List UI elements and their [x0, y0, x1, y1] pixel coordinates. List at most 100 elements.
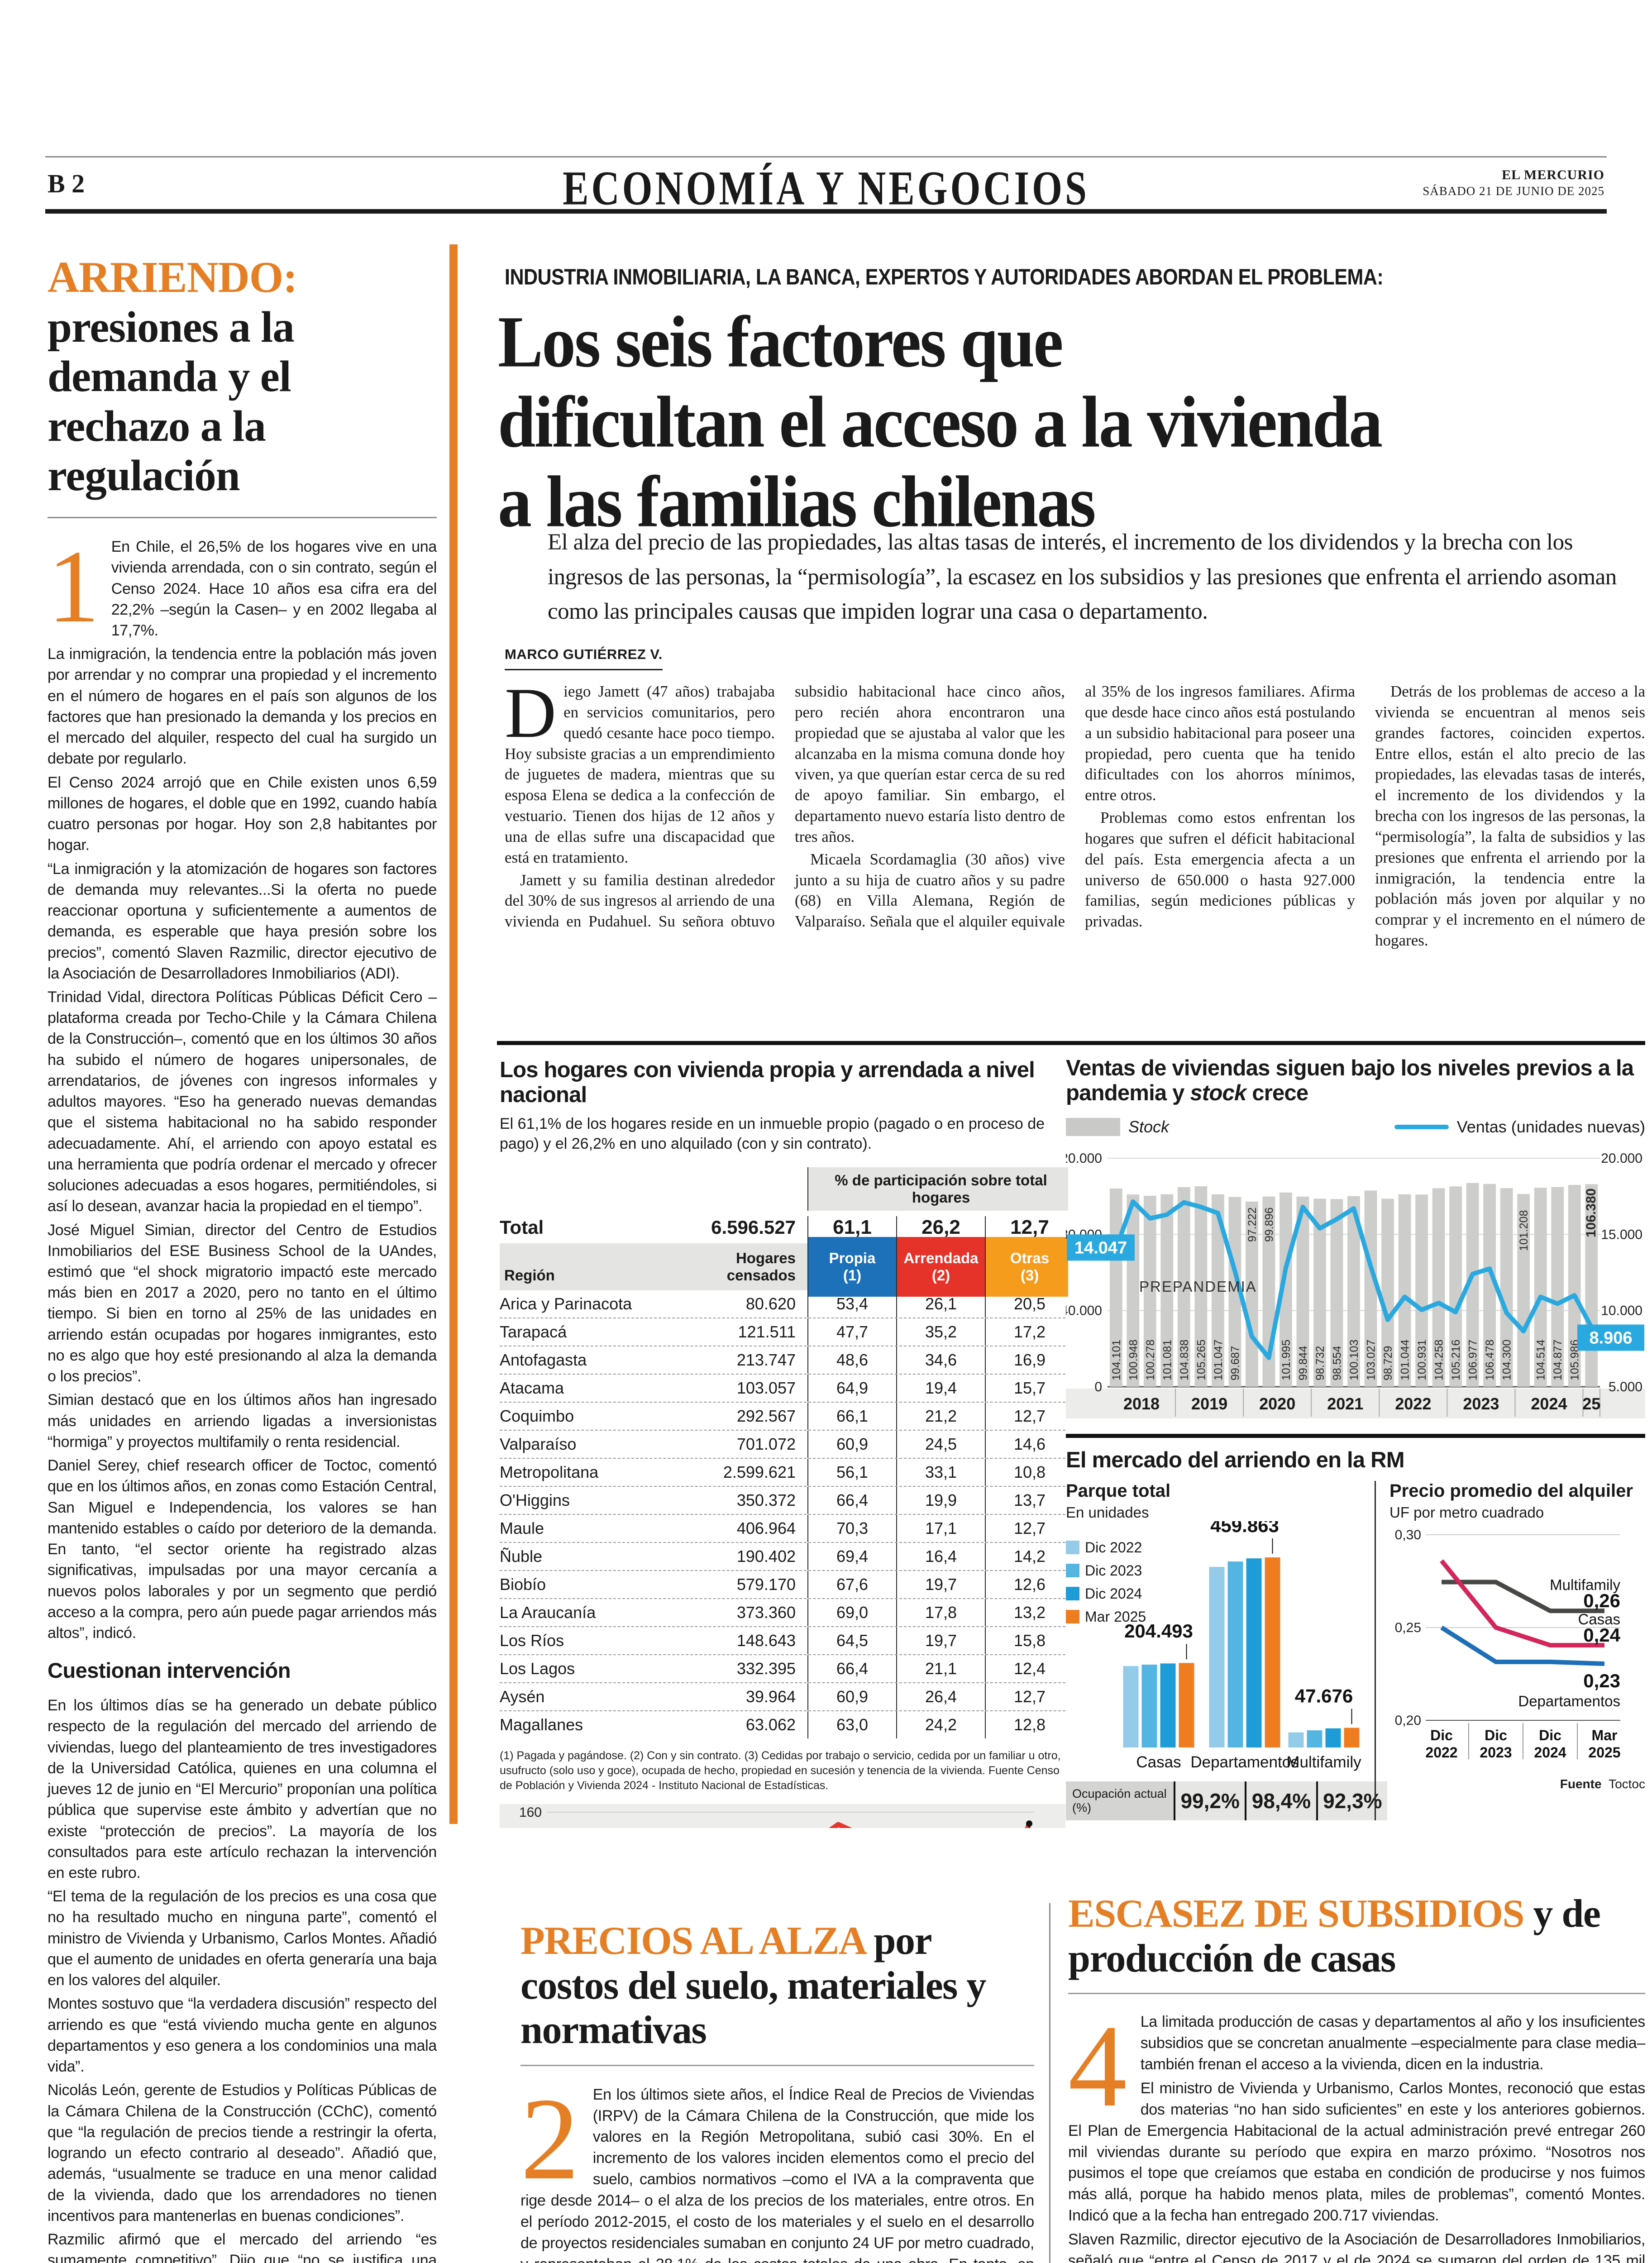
table-column-headers: Región Hogares censados Propia (1) Arrendada… — [500, 1237, 1068, 1297]
paragraph: Diego Jamett (47 años) trabajaba en serv… — [505, 673, 775, 866]
svg-text:2023: 2023 — [1480, 1744, 1512, 1761]
svg-text:0,20: 0,20 — [1395, 1713, 1421, 1728]
svg-text:20.000: 20.000 — [1601, 1151, 1642, 1166]
section4-paragraphs: La limitada producción de casas y depart… — [1068, 2011, 1645, 2263]
left-article: ARRIENDO: presiones a la demanda y el re… — [48, 253, 437, 2263]
table-row: O'Higgins 350.372 66,4 19,9 13,7 — [500, 1487, 1065, 1515]
table-row: Arica y Parinacota 80.620 53,4 26,1 20,5 — [500, 1290, 1065, 1318]
svg-text:101.995: 101.995 — [1280, 1339, 1293, 1380]
arriendo-rm-box: El mercado del arriendo en la RM Parque … — [1066, 1434, 1645, 1828]
svg-text:0: 0 — [1094, 1380, 1102, 1394]
svg-text:100.931: 100.931 — [1416, 1339, 1428, 1380]
headline-line-1: Los seis factores que — [498, 301, 1064, 383]
table-row: La Araucanía 373.360 69,0 17,8 13,2 — [500, 1599, 1065, 1627]
svg-text:Dic: Dic — [1485, 1727, 1507, 1743]
svg-text:40.000: 40.000 — [1066, 1303, 1102, 1318]
paragraph: En los últimos días se ha generado un de… — [48, 1697, 437, 1882]
table-row: Magallanes 63.062 63,0 24,2 12,8 — [500, 1711, 1065, 1738]
svg-text:14.047: 14.047 — [1074, 1238, 1127, 1257]
svg-text:98.729: 98.729 — [1382, 1346, 1394, 1380]
svg-text:Mar: Mar — [1592, 1727, 1618, 1743]
parque-subtitle: Parque total — [1066, 1480, 1171, 1501]
masthead-top-rule — [45, 156, 1607, 158]
svg-text:98.554: 98.554 — [1331, 1346, 1343, 1380]
svg-text:2019: 2019 — [1191, 1394, 1227, 1413]
precio-panel: Precio promedio del alquiler UF por metr… — [1375, 1480, 1645, 1820]
stock-legend-item: Stock — [1066, 1117, 1169, 1136]
left-article-title: ARRIENDO: presiones a la demanda y el re… — [48, 253, 297, 500]
svg-text:120.000: 120.000 — [1066, 1151, 1102, 1166]
orange-divider-bar — [449, 244, 458, 1824]
section4-title-highlight: ESCASEZ DE SUBSIDIOS — [1068, 1892, 1524, 1936]
paragraph: Jamett y su familia destinan alrededor d… — [505, 683, 1065, 931]
parque-total-panel: Parque total En unidades Dic 2022 Dic 202… — [1066, 1481, 1387, 1820]
table-group-header: % de participación sobre total hogares — [500, 1167, 1068, 1211]
precio-chart: 0,20 0,25 0,30 Multifamily 0,26 Casas 0,24 0,23… — [1389, 1521, 1645, 1777]
table-row: Tarapacá 121.511 47,7 35,2 17,2 — [500, 1318, 1065, 1346]
svg-text:Multifamily: Multifamily — [1550, 1576, 1620, 1593]
paragraph: Micaela Scordamaglia (30 años) vive junt… — [795, 683, 1355, 931]
tenure-infographic-box: Los hogares con vivienda propia y arrend… — [497, 1041, 1068, 1828]
tenure-table-footnote: (1) Pagada y pagándose. (2) Con y sin co… — [500, 1749, 1061, 1792]
svg-text:99.844: 99.844 — [1297, 1346, 1309, 1380]
svg-text:2021: 2021 — [1327, 1394, 1363, 1413]
svg-text:104.514: 104.514 — [1535, 1339, 1547, 1380]
irpv-chart: 120140160201820192020202120222023202425Í… — [500, 1804, 1065, 1828]
svg-text:PREPANDEMIA: PREPANDEMIA — [1139, 1278, 1257, 1295]
tenure-table: % de participación sobre total hogares To… — [500, 1167, 1068, 1738]
parque-chart: 204.493 Casas 459.863 Departamentos 47.676 Mu… — [1066, 1515, 1387, 1777]
section2-rule — [520, 2064, 1034, 2066]
paragraph: Razmilic afirmó que el mercado del arrie… — [48, 2231, 437, 2263]
svg-text:2023: 2023 — [1463, 1394, 1499, 1413]
paragraph: La limitada producción de casas y depart… — [1140, 2013, 1646, 2073]
byline: MARCO GUTIÉRREZ V. — [505, 646, 663, 670]
svg-text:101.044: 101.044 — [1399, 1339, 1412, 1380]
svg-text:0,26: 0,26 — [1583, 1590, 1620, 1611]
svg-text:101.047: 101.047 — [1212, 1339, 1225, 1380]
paragraph: Montes sostuvo que “la verdadera discusi… — [48, 1995, 437, 2076]
paragraph: El Censo 2024 arrojó que en Chile existe… — [48, 773, 437, 854]
table-rows: Arica y Parinacota 80.620 53,4 26,1 20,5 Tara… — [500, 1290, 1065, 1738]
masthead-paper-name: EL MERCURIO — [1502, 167, 1604, 182]
paragraph: En los últimos siete años, el Índice Rea… — [520, 2086, 1034, 2263]
table-row: Aysén 39.964 60,9 26,4 12,7 — [500, 1683, 1065, 1711]
svg-text:5.000: 5.000 — [1609, 1380, 1642, 1394]
parque-unit: En unidades — [1066, 1504, 1149, 1521]
svg-text:100.948: 100.948 — [1127, 1339, 1140, 1380]
parque-legend: Dic 2022 Dic 2023 Dic 2024 Mar 2025 — [1066, 1539, 1146, 1625]
svg-text:Casas: Casas — [1136, 1753, 1181, 1771]
ventas-infographic-box: Ventas de viviendas siguen bajo los nive… — [1066, 1041, 1645, 1432]
precio-unit: UF por metro cuadrado — [1389, 1504, 1544, 1521]
svg-text:2024: 2024 — [1531, 1394, 1567, 1413]
svg-text:106.977: 106.977 — [1467, 1339, 1480, 1380]
table-row: Metropolitana 2.599.621 56,1 33,1 10,8 — [500, 1459, 1065, 1487]
paragraph: Daniel Serey, chief research officer de … — [48, 1457, 437, 1642]
table-row: Biobío 579.170 67,6 19,7 12,6 — [500, 1571, 1065, 1599]
main-body: Diego Jamett (47 años) trabajaba en serv… — [505, 673, 1645, 1043]
svg-text:104.877: 104.877 — [1552, 1339, 1564, 1380]
section2-title-highlight: PRECIOS AL ALZA — [520, 1919, 865, 1963]
legend-item: Mar 2025 — [1066, 1609, 1146, 1625]
paragraph: “La inmigración y la atomización de hoga… — [48, 860, 437, 982]
tenure-table-title: Los hogares con vivienda propia y arrend… — [500, 1058, 1035, 1107]
svg-text:98.732: 98.732 — [1314, 1346, 1327, 1380]
svg-text:2025: 2025 — [1588, 1744, 1620, 1761]
occupancy-band: Ocupación actual (%) 99,2% 98,4% 92,3% — [1066, 1781, 1387, 1820]
left-article-paragraphs: En Chile, el 26,5% de los hogares vive e… — [48, 536, 437, 1643]
svg-text:2018: 2018 — [1123, 1394, 1160, 1413]
svg-text:Multifamily: Multifamily — [1286, 1753, 1361, 1771]
svg-text:Dic: Dic — [1539, 1727, 1561, 1743]
svg-text:Dic: Dic — [1430, 1727, 1453, 1743]
svg-text:103.027: 103.027 — [1365, 1339, 1378, 1380]
left-article-rule — [48, 517, 437, 519]
factor-number-2: 2 — [520, 2073, 579, 2204]
svg-text:100.103: 100.103 — [1348, 1339, 1361, 1380]
svg-text:47.676: 47.676 — [1295, 1685, 1353, 1706]
svg-text:Casas: Casas — [1578, 1611, 1620, 1628]
svg-text:106.380: 106.380 — [1584, 1188, 1599, 1237]
factor-number-4: 4 — [1068, 2001, 1127, 2132]
left-article-subhead-1: Cuestionan intervención — [48, 1658, 291, 1683]
svg-text:106.478: 106.478 — [1484, 1339, 1496, 1380]
table-row: Coquimbo 292.567 66,1 21,2 12,7 — [500, 1403, 1065, 1431]
